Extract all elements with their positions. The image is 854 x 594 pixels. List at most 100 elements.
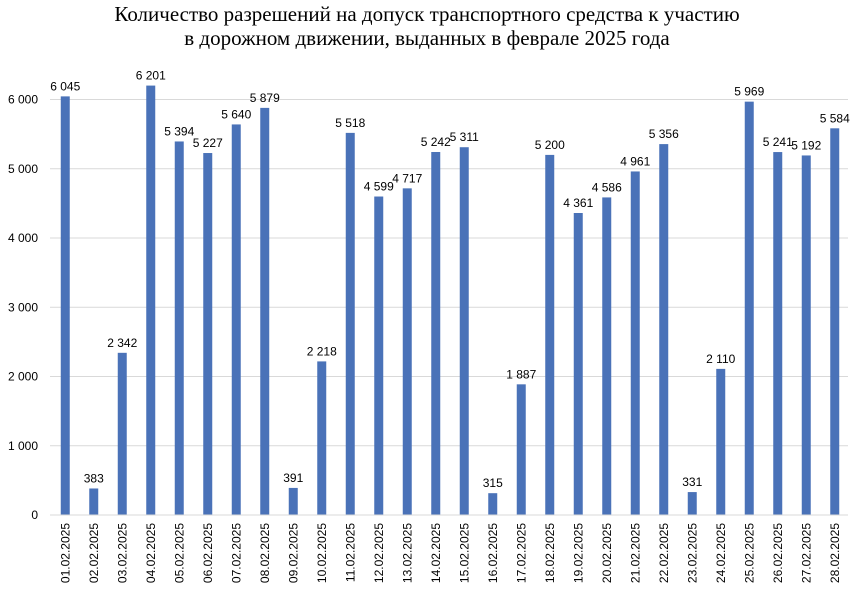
x-tick-label: 07.02.2025 — [229, 523, 243, 583]
data-label: 383 — [84, 471, 104, 485]
bar — [374, 196, 384, 515]
y-tick-label: 2 000 — [8, 370, 38, 384]
bars — [60, 85, 840, 516]
gridlines — [50, 99, 848, 447]
x-tick-label: 09.02.2025 — [286, 523, 300, 583]
x-tick-label: 11.02.2025 — [343, 523, 357, 582]
x-tick-label: 02.02.2025 — [87, 523, 101, 583]
bar — [231, 124, 241, 516]
y-tick-label: 4 000 — [8, 231, 38, 245]
bar — [744, 101, 754, 515]
bar — [260, 107, 270, 516]
data-label: 5 584 — [820, 111, 850, 125]
x-tick-label: 16.02.2025 — [486, 523, 500, 583]
x-tick-label: 26.02.2025 — [771, 523, 785, 583]
x-tick-label: 01.02.2025 — [58, 523, 72, 583]
x-tick-label: 03.02.2025 — [115, 523, 129, 583]
bar — [402, 188, 412, 515]
x-tick-label: 06.02.2025 — [201, 523, 215, 583]
x-tick-label: 18.02.2025 — [543, 523, 557, 583]
data-label: 2 110 — [706, 352, 735, 366]
bar — [174, 141, 184, 515]
chart-title-line-2: в дорожном движении, выданных в феврале … — [184, 26, 670, 50]
bar — [117, 352, 127, 515]
data-label: 5 311 — [450, 130, 479, 144]
data-label: 5 518 — [335, 116, 365, 130]
data-label: 5 242 — [421, 135, 451, 149]
data-label: 2 342 — [107, 336, 137, 350]
x-tick-label: 15.02.2025 — [457, 523, 471, 583]
y-axis: 0 1 000 2 000 3 000 4 000 5 000 6 000 — [8, 93, 38, 523]
bar — [317, 361, 327, 515]
bar — [630, 171, 640, 515]
data-label: 2 218 — [307, 344, 337, 358]
y-tick-label: 3 000 — [8, 300, 38, 314]
bar — [203, 153, 213, 515]
chart-title-line-1: Количество разрешений на допуск транспор… — [114, 2, 740, 26]
data-label: 5 356 — [649, 127, 679, 141]
bar — [716, 368, 726, 515]
bar — [516, 384, 526, 515]
x-tick-label: 21.02.2025 — [628, 523, 642, 583]
data-label: 4 961 — [620, 154, 650, 168]
bar — [659, 144, 669, 516]
x-tick-label: 19.02.2025 — [571, 523, 585, 583]
data-label: 5 227 — [193, 136, 223, 150]
data-label: 5 241 — [763, 135, 793, 149]
bar — [431, 151, 441, 515]
bar — [830, 128, 840, 516]
data-label: 6 201 — [136, 69, 166, 83]
bar — [488, 493, 498, 515]
data-label: 5 192 — [791, 138, 821, 152]
data-label: 391 — [283, 471, 303, 485]
y-tick-label: 1 000 — [8, 439, 38, 453]
bar — [459, 147, 469, 515]
data-label: 4 586 — [592, 180, 622, 194]
data-label: 4 599 — [364, 180, 394, 194]
data-label: 4 717 — [392, 171, 422, 185]
bar — [602, 197, 612, 515]
x-tick-label: 12.02.2025 — [372, 523, 386, 583]
x-tick-label: 08.02.2025 — [258, 523, 272, 583]
data-label: 6 045 — [50, 79, 80, 93]
data-label: 315 — [483, 476, 503, 490]
bar — [545, 154, 555, 515]
y-tick-label: 0 — [31, 508, 38, 522]
data-label: 5 200 — [535, 138, 565, 152]
data-label: 331 — [682, 475, 702, 489]
x-tick-label: 05.02.2025 — [172, 523, 186, 583]
x-tick-label: 25.02.2025 — [742, 523, 756, 583]
bar — [89, 488, 99, 515]
x-tick-label: 17.02.2025 — [514, 523, 528, 583]
bar — [773, 152, 783, 516]
data-label: 5 640 — [221, 107, 251, 121]
chart-title: Количество разрешений на допуск транспор… — [0, 2, 854, 50]
bar — [687, 492, 697, 515]
x-tick-label: 27.02.2025 — [799, 523, 813, 583]
x-tick-label: 22.02.2025 — [657, 523, 671, 583]
data-label: 5 879 — [250, 91, 280, 105]
x-axis: 01.02.2025 02.02.2025 03.02.2025 04.02.2025… — [50, 514, 848, 583]
data-label: 1 887 — [506, 367, 536, 381]
x-tick-label: 04.02.2025 — [144, 523, 158, 583]
x-tick-label: 14.02.2025 — [429, 523, 443, 583]
y-tick-label: 6 000 — [8, 93, 38, 107]
bar — [801, 155, 811, 516]
x-tick-label: 23.02.2025 — [685, 523, 699, 583]
x-tick-label: 24.02.2025 — [714, 523, 728, 583]
bar — [60, 96, 70, 515]
x-tick-label: 28.02.2025 — [828, 523, 842, 583]
bar — [573, 213, 583, 516]
data-label: 5 969 — [734, 85, 764, 99]
y-tick-label: 5 000 — [8, 162, 38, 176]
bar — [345, 132, 355, 516]
bar — [288, 487, 298, 515]
x-tick-label: 13.02.2025 — [400, 523, 414, 583]
bar — [146, 85, 156, 515]
data-label: 4 361 — [563, 196, 593, 210]
x-tick-label: 10.02.2025 — [315, 523, 329, 583]
x-tick-label: 20.02.2025 — [600, 523, 614, 583]
